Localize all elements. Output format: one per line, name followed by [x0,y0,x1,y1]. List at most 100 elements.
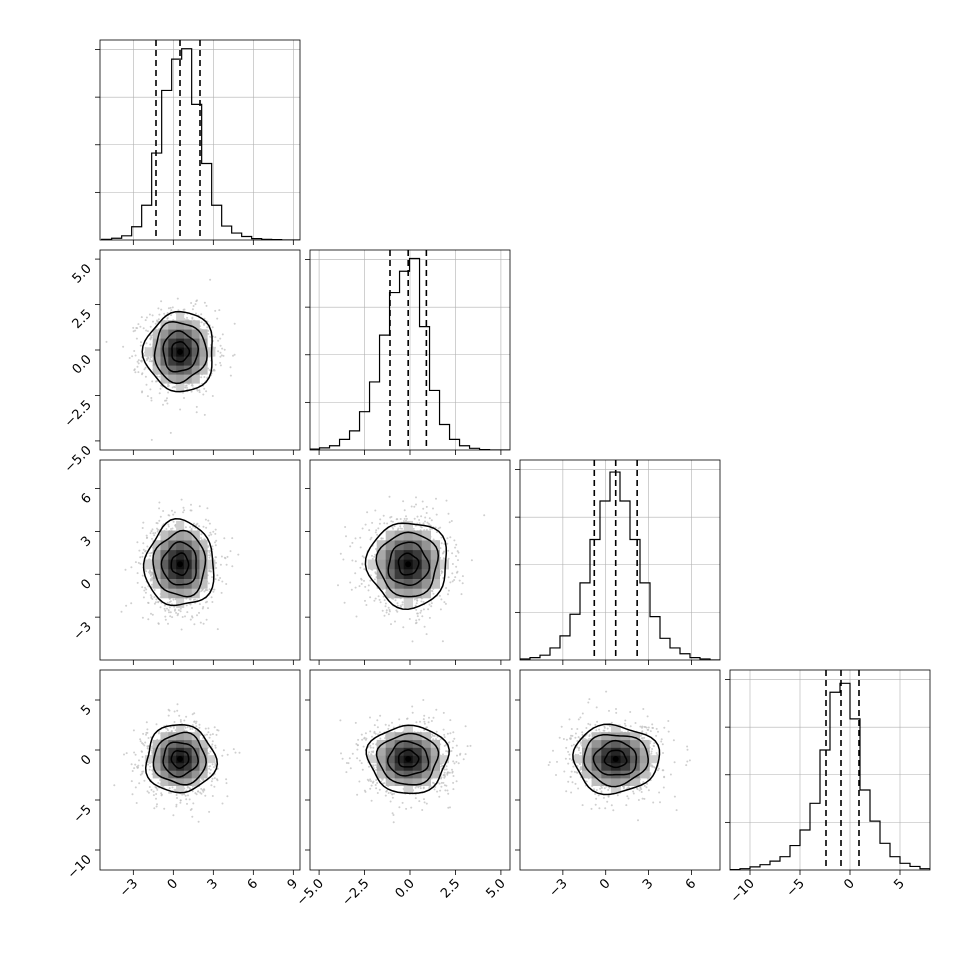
panel-2-1-point [371,521,374,524]
panel-2-0-point [214,544,217,547]
panel-3-0-point [148,786,151,788]
panel-1-0-point [143,368,146,371]
panel-3-1-point [351,752,354,755]
panel-2-1-density-cell [403,549,413,560]
panel-2-1-point [447,512,450,515]
panel-2-0-density-cell [176,520,185,531]
panel-2-0-point [191,616,194,619]
panel-1-0-point [182,308,185,311]
panel-2-1-point [451,580,454,583]
panel-2-0-point [153,534,156,537]
panel-3-1-point [373,724,376,727]
hist-panel-0-frame [99,39,301,241]
panel-1-0-point [144,366,147,369]
panel-2-0-point [141,552,144,555]
panel-2-0-point [208,551,211,554]
panel-3-0-point [123,753,125,756]
panel-2-1-point [457,551,460,554]
panel-2-1-point [440,572,443,575]
panel-1-0-point [214,336,217,339]
panel-1-0-point [166,312,169,314]
panel-2-0-density-cell [191,530,200,541]
panel-2-0-point [137,561,140,564]
panel-2-1-point [375,529,378,532]
panel-2-1-point [439,526,442,529]
panel-3-0-point [200,787,203,790]
panel-2-0-point [167,514,170,517]
panel-2-1-point [388,608,391,611]
panel-2-1-point [369,596,372,599]
panel-2-1-contour-1 [387,541,431,587]
panel-3-0-contour-2 [152,731,207,786]
panel-2-1-point [364,523,367,526]
panel-3-1-point [440,781,443,784]
panel-2-1-point [441,640,444,643]
panel-1-0-density-cell [176,320,185,330]
panel-1-0-point [219,344,222,347]
panel-3-0-point [139,773,142,776]
panel-3-0-point [211,777,214,780]
panel-3-0-point [150,788,153,791]
panel-2-1-point [374,531,377,534]
panel-2-1-point [339,552,342,555]
panel-3-1-point [446,773,449,776]
panel-2-0-point [214,541,216,544]
panel-1-0-point [155,380,158,383]
panel-3-0-point [195,725,198,728]
panel-2-1-point [379,518,382,521]
panel-1-0-point [141,391,143,394]
hist-steps-3 [730,682,930,870]
panel-2-1-point [394,620,396,623]
panel-2-0-density-cell [152,540,161,551]
panel-1-0-point [149,343,152,346]
panel-2-0-point [168,611,170,614]
panel-3-0-point [202,778,205,781]
panel-2-1-point [387,613,390,616]
panel-2-1-density-cell [403,530,413,541]
panel-1-0-point [232,354,234,357]
panel-3-0-density-cell [191,732,200,741]
panel-2-1-point [364,599,366,602]
panel-1-0-point [132,326,135,329]
panel-1-0-point [219,355,222,358]
panel-2-0-point [198,611,200,614]
panel-2-1-point [350,588,353,591]
panel-2-1-point [416,599,419,602]
panel-2-1-point [349,581,352,584]
panel-1-0-point [186,316,188,319]
panel-3-0-point [214,764,217,767]
panel-1-0 [99,249,301,451]
panel-2-0-point [215,567,218,569]
panel-2-0-point [184,526,187,529]
panel-2-0-point [225,583,228,585]
panel-3-0-point [139,738,142,741]
panel-3-0-point [141,764,144,767]
panel-2-1-point [374,553,377,556]
panel-2-1-point [430,602,433,605]
panel-2-1-point [371,557,374,560]
panel-2-1-point [415,608,418,611]
panel-1-0-point [157,307,160,310]
panel-2-0-density-cell [191,540,200,551]
panel-2-0-point [130,566,133,569]
panel-1-0-density-cell [168,374,177,384]
panel-2-1-point [413,598,416,601]
panel-3-0-point [213,726,216,729]
panel-2-1-point [456,550,459,553]
panel-1-0-point [148,360,151,363]
panel-3-1-point [453,737,456,740]
panel-3-0-point [130,780,133,783]
panel-2-0-point [144,549,147,552]
panel-2-1-point [373,599,376,602]
panel-1-0-point [214,363,217,366]
panel-3-0-density-cell [176,732,185,741]
panel-2-1-density-cell [385,530,395,541]
panel-3-0-point [208,767,211,770]
panel-2-1-point [424,520,426,523]
panel-2-0-point [143,589,146,592]
panel-2-1-density-cell [385,569,395,579]
panel-2-0-point [191,607,193,609]
panel-1-0-point [150,438,153,441]
panel-1-0-density-cell [191,320,200,330]
panel-1-0-point [217,339,220,342]
